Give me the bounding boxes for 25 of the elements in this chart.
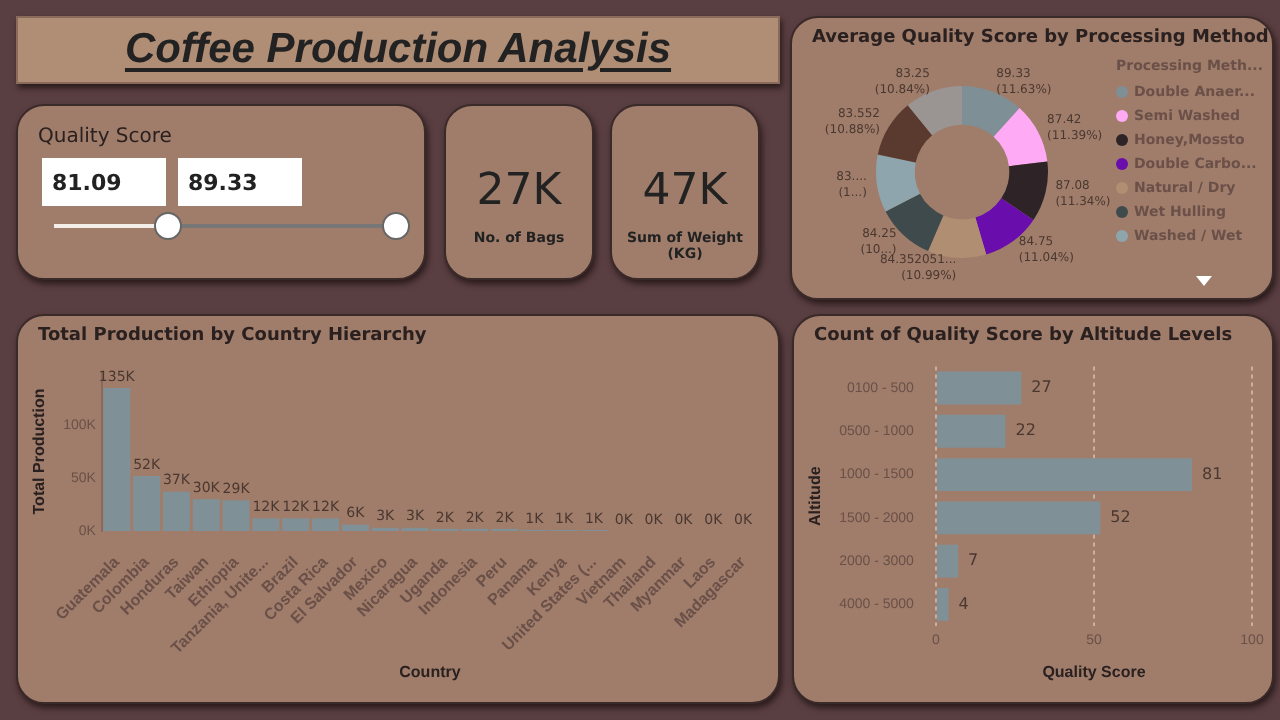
- bar: [936, 544, 959, 578]
- data-label: 22: [1015, 421, 1036, 440]
- text: 89.33: [178, 158, 302, 206]
- x-axis-title: Quality Score: [1042, 662, 1147, 681]
- text: Coffee Production Analysis: [124, 26, 672, 74]
- y-axis-title: Altitude: [806, 465, 825, 526]
- text: 27K: [474, 166, 564, 216]
- bar: [936, 501, 1101, 535]
- text: 81.09: [42, 158, 166, 206]
- chart-title: Total Production by Country Hierarchy: [38, 326, 427, 346]
- data-label: 7: [968, 551, 979, 570]
- data-label: 81: [1201, 464, 1223, 483]
- bar: [936, 587, 949, 621]
- chart-title: Count of Quality Score by Altitude Levels: [814, 326, 1233, 346]
- y-axis-title: Total Production: [30, 388, 49, 515]
- bar: [936, 371, 1022, 405]
- x-axis-title: Country: [399, 662, 462, 681]
- text: Quality Score: [38, 126, 172, 148]
- chart-title: Average Quality Score by Processing Method: [812, 28, 1269, 48]
- data-label: 4: [958, 594, 969, 613]
- data-label: 52: [1110, 507, 1131, 526]
- data-label: 27: [1031, 378, 1052, 397]
- text: 47K: [640, 166, 730, 216]
- bar: [936, 458, 1192, 492]
- bar: [936, 414, 1006, 448]
